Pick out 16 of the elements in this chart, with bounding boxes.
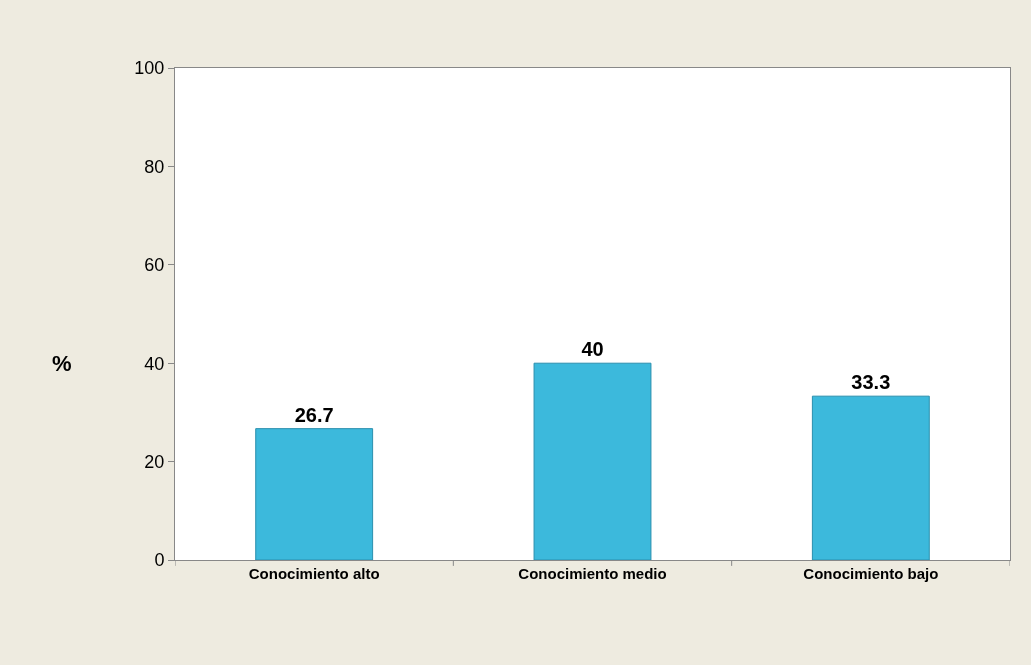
y-axis-title: % — [52, 351, 72, 376]
y-tick-label: 40 — [144, 353, 165, 374]
y-tick-label: 80 — [144, 156, 165, 177]
x-tick-label: Conocimiento alto — [248, 565, 380, 582]
y-tick-label: 100 — [134, 58, 165, 79]
data-label: 26.7 — [294, 403, 334, 426]
bar — [811, 395, 930, 560]
bar — [255, 428, 374, 560]
y-tick-label: 0 — [154, 550, 165, 571]
y-tick-label: 20 — [144, 451, 165, 472]
data-label: 33.3 — [851, 371, 891, 394]
y-tick-label: 60 — [144, 255, 165, 276]
data-label: 40 — [581, 338, 604, 361]
x-tick-label: Conocimiento medio — [518, 565, 667, 582]
bar — [533, 362, 652, 560]
x-tick-label: Conocimiento bajo — [803, 565, 939, 582]
